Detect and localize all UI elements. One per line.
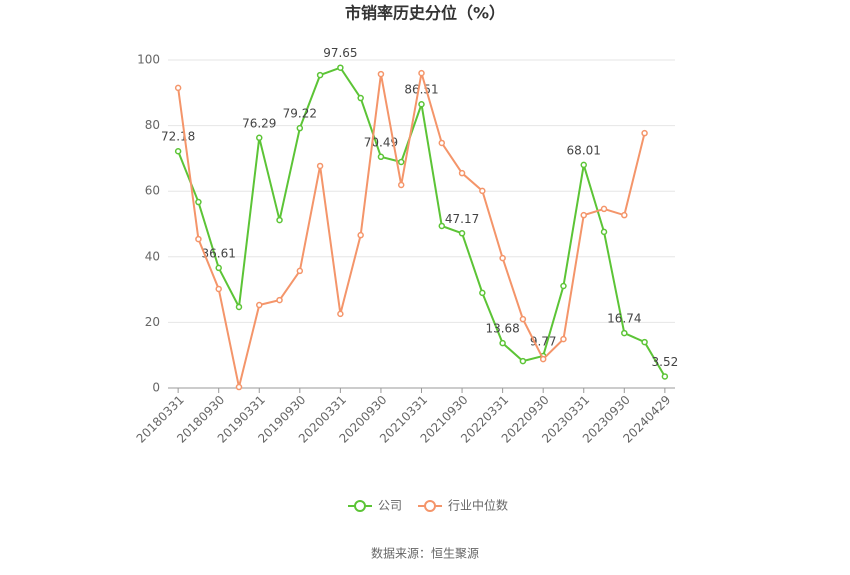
y-tick-label: 0 [152, 381, 160, 395]
point [479, 289, 486, 297]
point [235, 383, 243, 391]
point [661, 373, 669, 380]
point [479, 187, 486, 195]
point [519, 357, 527, 365]
point [600, 228, 608, 236]
point [621, 211, 628, 219]
point [580, 211, 587, 219]
point [560, 335, 567, 343]
point [377, 153, 385, 161]
point [174, 147, 182, 155]
point [458, 230, 466, 237]
y-tick-label: 80 [145, 118, 160, 132]
point [337, 64, 344, 71]
point [337, 310, 344, 318]
point [600, 205, 608, 213]
series-line [177, 72, 646, 388]
legend-label: 行业中位数 [448, 498, 508, 513]
value-label: 76.29 [242, 116, 276, 130]
point [357, 94, 364, 102]
point [256, 301, 263, 309]
legend: 公司 行业中位数 [348, 498, 508, 513]
point [438, 222, 446, 230]
point [276, 216, 283, 224]
value-label: 16.74 [607, 312, 641, 326]
legend-marker [424, 500, 437, 512]
value-label: 72.18 [161, 130, 195, 144]
y-tick-label: 20 [145, 315, 160, 329]
value-label: 36.61 [202, 246, 236, 260]
value-label: 47.17 [445, 212, 479, 226]
value-label: 68.01 [567, 143, 601, 157]
point [539, 355, 547, 363]
point [580, 161, 587, 169]
point [276, 296, 283, 304]
point [499, 339, 506, 347]
point [316, 71, 324, 79]
point [377, 70, 385, 78]
value-label: 3.52 [652, 355, 679, 369]
y-tick-label: 60 [145, 184, 160, 198]
series-line [177, 66, 666, 377]
point [418, 100, 425, 108]
point [397, 158, 405, 166]
source-note: 数据来源：恒生聚源 [371, 546, 479, 561]
point [316, 162, 324, 170]
point [418, 69, 425, 77]
value-label: 86.51 [404, 83, 438, 97]
value-label: 79.22 [283, 107, 317, 121]
point [458, 169, 466, 177]
point [519, 315, 527, 323]
point [195, 235, 202, 243]
point [296, 267, 304, 275]
point [296, 124, 304, 132]
value-label: 13.68 [485, 322, 519, 336]
point [215, 264, 222, 272]
point [438, 139, 446, 147]
point [256, 134, 263, 142]
point [499, 254, 506, 262]
legend-marker [354, 500, 366, 512]
point [560, 282, 567, 290]
point [174, 84, 182, 92]
legend-label: 公司 [378, 499, 402, 513]
y-tick-label: 100 [137, 53, 160, 67]
point [621, 329, 628, 337]
point [235, 303, 243, 311]
value-label: 97.65 [323, 46, 357, 60]
point [357, 231, 364, 239]
point [195, 198, 202, 206]
point [641, 129, 648, 137]
point [215, 285, 222, 293]
point [397, 181, 405, 189]
point [641, 338, 648, 346]
y-tick-label: 40 [145, 249, 160, 263]
chart-title: 市销率历史分位（%） [345, 4, 505, 23]
